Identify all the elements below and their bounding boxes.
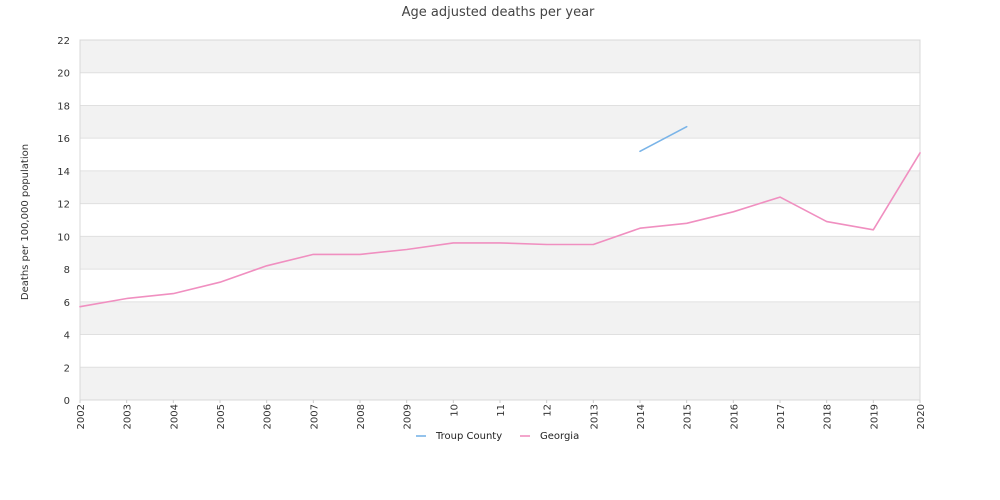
- y-axis-label: Deaths per 100,000 population: [20, 144, 31, 300]
- x-tick-label: 2015: [683, 404, 694, 429]
- grid-band: [80, 269, 920, 302]
- series-line-georgia: [79, 152, 921, 308]
- y-axis-ticks: 0 2 4 6 8 10 12 14 16 18 20 22: [57, 36, 70, 407]
- grid-band: [80, 72, 920, 106]
- grid-bands: [80, 40, 920, 400]
- x-tick-label: 2018: [823, 404, 834, 429]
- y-tick-label: 22: [57, 36, 70, 47]
- x-tick-label: 2016: [729, 404, 740, 429]
- y-tick-label: 16: [57, 134, 70, 145]
- x-tick-label: 2007: [309, 404, 320, 429]
- legend-item-georgia[interactable]: Georgia: [520, 431, 579, 442]
- grid-band: [80, 40, 920, 73]
- x-tick-label: 2013: [589, 404, 600, 429]
- legend-label: Troup County: [435, 431, 502, 442]
- legend-label: Georgia: [540, 431, 579, 442]
- y-tick-label: 4: [64, 331, 70, 342]
- x-tick-label: 2019: [869, 404, 880, 429]
- legend-item-troup-county[interactable]: Troup County: [416, 431, 502, 442]
- grid-band: [80, 203, 920, 237]
- x-tick-label: 2006: [263, 404, 274, 429]
- x-axis-ticks: 2002 2003 2004 2005 2006 2007 2008 2009 10 11 12 20…: [76, 400, 927, 429]
- x-tick-label: 2014: [636, 404, 647, 429]
- x-tick-label: 12: [543, 404, 554, 417]
- grid-band: [80, 301, 920, 335]
- grid-band: [80, 236, 920, 270]
- x-tick-label: 10: [449, 404, 460, 417]
- x-tick-label: 2003: [123, 404, 134, 429]
- x-tick-label: 11: [496, 404, 507, 417]
- y-tick-label: 6: [64, 298, 70, 309]
- y-tick-label: 20: [57, 69, 70, 80]
- y-tick-label: 10: [57, 232, 70, 243]
- series-line-troup-county: [639, 125, 688, 153]
- y-tick-label: 8: [64, 265, 70, 276]
- y-tick-label: 2: [64, 363, 70, 374]
- x-tick-label: 2017: [776, 404, 787, 429]
- series-lines: [79, 125, 921, 308]
- x-tick-label: 2002: [76, 404, 87, 429]
- x-tick-label: 2020: [916, 404, 927, 429]
- legend[interactable]: Troup County Georgia: [416, 431, 579, 442]
- x-tick-label: 2005: [216, 404, 227, 429]
- y-tick-label: 14: [57, 167, 70, 178]
- grid-band: [80, 334, 920, 368]
- grid-band: [80, 367, 920, 400]
- gridlines: [80, 39, 920, 401]
- x-tick-label: 2004: [169, 404, 180, 429]
- y-tick-label: 12: [57, 200, 70, 211]
- x-tick-label: 2009: [403, 404, 414, 429]
- x-tick-label: 2008: [356, 404, 367, 429]
- grid-band: [80, 138, 920, 171]
- y-tick-label: 18: [57, 101, 70, 112]
- grid-band: [80, 105, 920, 139]
- y-tick-label: 0: [64, 396, 70, 407]
- grid-band: [80, 170, 920, 204]
- chart-title: Age adjusted deaths per year: [402, 5, 595, 20]
